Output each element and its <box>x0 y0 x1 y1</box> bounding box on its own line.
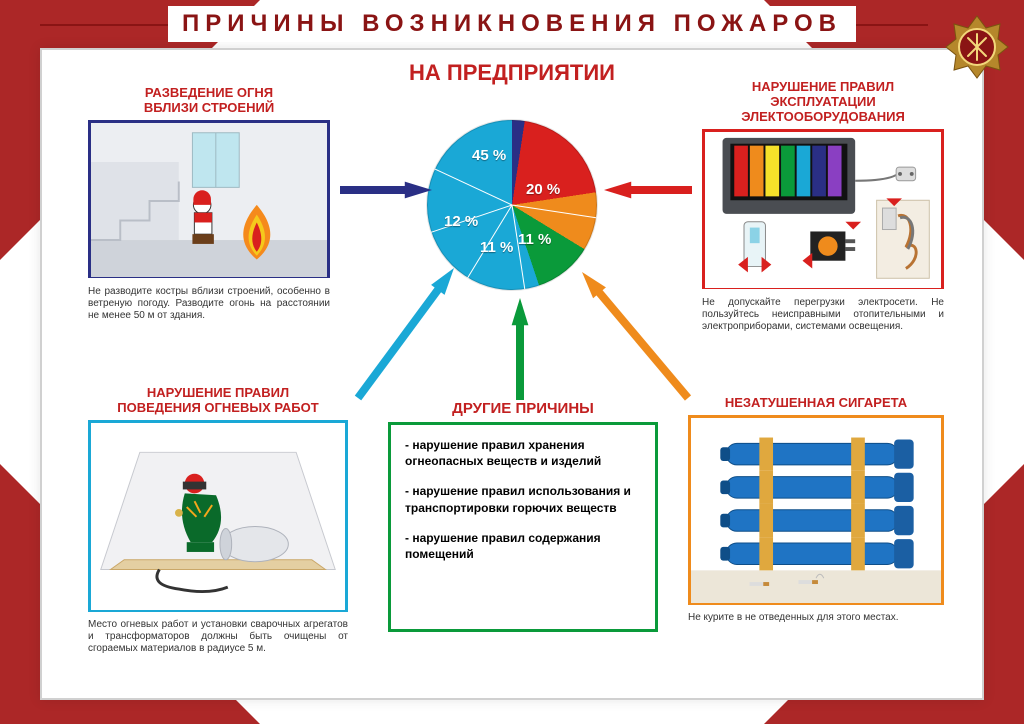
pie-slice-label: 12 % <box>444 213 478 230</box>
panel-title: НАРУШЕНИЕ ПРАВИЛПОВЕДЕНИЯ ОГНЕВЫХ РАБОТ <box>88 386 348 416</box>
pie-slice-label: 45 % <box>472 147 506 164</box>
panel-illustration <box>88 120 330 278</box>
panel-illustration <box>688 415 944 605</box>
panel-caption: Не курите в не отведенных для этого мест… <box>688 612 944 624</box>
panel-hot-work-violation: НАРУШЕНИЕ ПРАВИЛПОВЕДЕНИЯ ОГНЕВЫХ РАБОТ … <box>88 386 348 655</box>
panel-illustration <box>702 129 944 289</box>
pie-chart: 45 %20 %11 %11 %12 % <box>427 120 597 290</box>
pie-slice-label: 11 % <box>480 239 513 256</box>
panel-illustration <box>88 420 348 612</box>
pie-slice-label: 20 % <box>526 181 560 198</box>
panel-caption: Не допускайте перегрузки электросети. Не… <box>702 297 944 333</box>
panel-fire-near-buildings: РАЗВЕДЕНИЕ ОГНЯВБЛИЗИ СТРОЕНИЙ Не развод… <box>88 86 330 322</box>
content-card: НА ПРЕДПРИЯТИИ 45 %20 %11 %11 %12 % РАЗВ… <box>40 48 984 700</box>
panel-caption: Не разводите костры вблизи строений, осо… <box>88 286 330 322</box>
panel-unextinguished-cigarette: НЕЗАТУШЕННАЯ СИГАРЕТА <box>688 396 944 624</box>
title-bar: ПРИЧИНЫ ВОЗНИКНОВЕНИЯ ПОЖАРОВ <box>0 6 1024 42</box>
other-causes-box: - нарушение правил хранения огнеопасных … <box>388 422 658 632</box>
panel-title: НЕЗАТУШЕННАЯ СИГАРЕТА <box>688 396 944 411</box>
main-title: ПРИЧИНЫ ВОЗНИКНОВЕНИЯ ПОЖАРОВ <box>168 6 856 42</box>
panel-electrical-violation: НАРУШЕНИЕ ПРАВИЛЭКСПЛУАТАЦИИЭЛЕКТООБОРУД… <box>702 80 944 333</box>
pie-slice-label: 11 % <box>518 231 551 248</box>
other-causes-title: ДРУГИЕ ПРИЧИНЫ <box>388 400 658 417</box>
emblem-icon <box>944 14 1010 80</box>
panel-title: НАРУШЕНИЕ ПРАВИЛЭКСПЛУАТАЦИИЭЛЕКТООБОРУД… <box>702 80 944 125</box>
panel-caption: Место огневых работ и установки сварочны… <box>88 619 348 655</box>
panel-title: РАЗВЕДЕНИЕ ОГНЯВБЛИЗИ СТРОЕНИЙ <box>88 86 330 116</box>
